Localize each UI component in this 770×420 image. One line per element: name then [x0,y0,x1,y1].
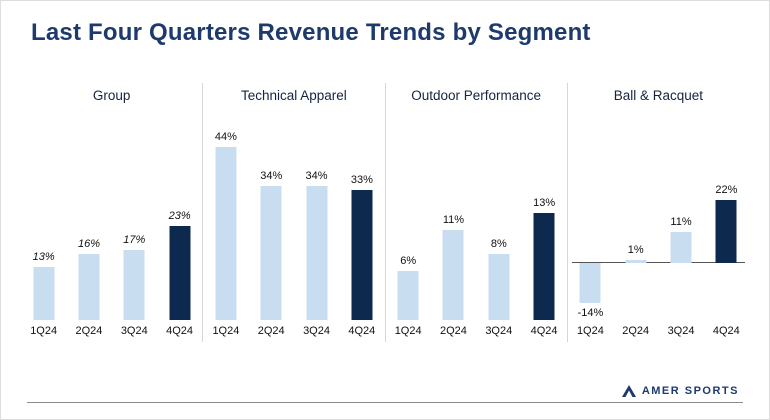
bar [397,270,419,320]
x-axis-labels: 1Q24 2Q24 3Q24 4Q24 [386,320,567,342]
x-axis-labels: 1Q24 2Q24 3Q24 4Q24 [203,320,384,342]
x-label: 4Q24 [348,325,376,337]
x-label: 3Q24 [120,325,148,337]
bar-label: 22% [715,184,738,197]
panel-0: Group 13% 16% 17% 23% 1Q24 2Q24 3Q24 4Q24 [21,83,202,342]
panel-plot: 44% 34% 34% 33% [203,115,384,320]
x-axis-labels: 1Q24 2Q24 3Q24 4Q24 [21,320,202,342]
x-label: 3Q24 [303,325,330,337]
panel-plot: 13% 16% 17% 23% [21,115,202,320]
bar-label: 1% [627,244,644,257]
amer-sports-logo: AMER SPORTS [621,384,739,398]
panel-2: Outdoor Performance 6% 11% 8% 13% 1Q24 2Q24 3Q2… [384,83,567,342]
bar-label: 6% [400,254,417,267]
x-label: 4Q24 [166,325,194,337]
x-axis-labels: 1Q24 2Q24 3Q24 4Q24 [568,320,749,342]
panel-3: Ball & Racquet -14% 1% 11% 22% 1Q24 2Q24 3Q24 4Q… [566,83,749,342]
bar [533,213,555,320]
bar [33,266,55,320]
footer-rule [27,402,743,403]
bar [579,263,601,303]
bar-label: 44% [214,130,237,143]
bar [306,185,328,320]
bar [715,200,737,264]
bar-label: 23% [168,209,191,222]
x-label: 1Q24 [30,325,58,337]
bar [625,260,647,264]
bar [670,231,692,264]
bar [442,229,464,320]
x-label: 3Q24 [667,325,695,337]
chart-title: Last Four Quarters Revenue Trends by Seg… [31,19,591,46]
panel-title: Technical Apparel [240,88,347,103]
bar-label: 8% [490,238,507,251]
panel-1: Technical Apparel 44% 34% 34% 33% 1Q24 2Q24 3Q2… [202,83,384,342]
bar [123,250,145,320]
bar-label: 34% [260,169,283,182]
x-label: 1Q24 [576,325,604,337]
x-label: 4Q24 [530,325,558,337]
panel-plot: 6% 11% 8% 13% [386,115,567,320]
panel-plot: -14% 1% 11% 22% [568,115,749,320]
bar [351,189,373,320]
bar-label: 34% [305,169,328,182]
bar-label: -14% [577,306,604,319]
bar [169,225,191,320]
x-label: 2Q24 [440,325,467,337]
zero-axis-line [571,262,745,264]
bar-label: 13% [533,197,556,210]
x-label: 2Q24 [75,325,103,337]
bar-label: 11% [670,215,692,228]
logo-text: AMER SPORTS [641,385,739,397]
mountain-logo-icon [621,385,636,397]
x-label: 1Q24 [212,325,240,337]
x-label: 4Q24 [712,325,740,337]
bar-label: 13% [32,250,55,263]
bar-label: 11% [442,213,465,226]
x-label: 2Q24 [257,325,285,337]
bar [215,146,237,320]
panel-title: Group [92,88,131,103]
panel-title: Outdoor Performance [411,88,542,103]
x-label: 2Q24 [622,325,650,337]
bar [260,185,282,320]
bar [78,254,100,320]
bar-label: 16% [77,238,100,251]
bar-label: 17% [123,234,146,247]
panel-title: Ball & Racquet [613,88,704,103]
bar-label: 33% [350,173,373,186]
x-label: 1Q24 [394,325,422,337]
x-label: 3Q24 [485,325,513,337]
bar [488,254,510,320]
panels: Group 13% 16% 17% 23% 1Q24 2Q24 3Q24 4Q24 Technic… [21,83,749,342]
